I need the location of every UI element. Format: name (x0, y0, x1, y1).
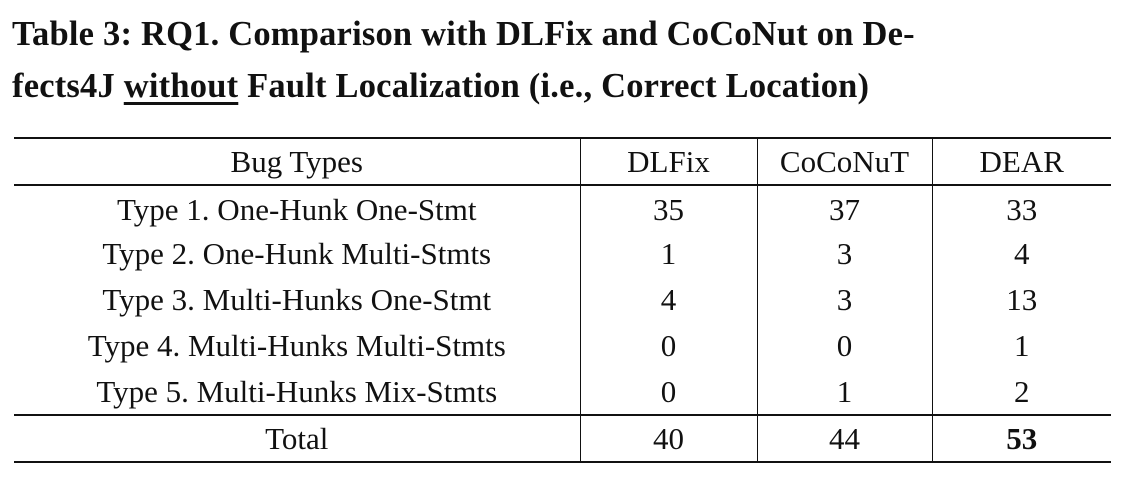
dear-cell: 13 (1006, 282, 1038, 317)
total-label: Total (14, 414, 581, 463)
caption-line-2: fects4J without Fault Localization (i.e.… (12, 60, 1117, 112)
bug-type-cell: Type 5. Multi-Hunks Mix-Stmts (14, 369, 581, 415)
dear-cell: 33 (1006, 191, 1038, 227)
header-dlfix: DLFix (580, 137, 758, 186)
bug-type-cell: Type 2. One-Hunk Multi-Stmts (14, 231, 581, 277)
total-dear: 53 (932, 414, 1111, 463)
header-coconut: CoCoNuT (757, 137, 933, 186)
table-caption: Table 3: RQ1. Comparison with DLFix and … (12, 8, 1117, 112)
results-table: Bug Types DLFix CoCoNuT DEAR Type 1. One… (14, 137, 1111, 463)
dlfix-cell: 0 (580, 369, 758, 415)
bug-type-cell: Type 1. One-Hunk One-Stmt (14, 185, 581, 231)
dear-cell: 2 (1014, 373, 1030, 409)
caption-underlined-word: without (123, 67, 239, 105)
dlfix-cell: 0 (580, 323, 758, 369)
dlfix-cell: 4 (580, 277, 758, 323)
caption-line-2-start: fects4J (12, 67, 124, 105)
coconut-cell: 3 (757, 277, 933, 323)
coconut-cell: 3 (757, 231, 933, 277)
coconut-cell: 0 (757, 323, 933, 369)
dear-cell: 1 (1014, 328, 1030, 363)
bug-type-cell: Type 4. Multi-Hunks Multi-Stmts (14, 323, 581, 369)
header-row: Bug Types DLFix CoCoNuT DEAR (14, 137, 1111, 186)
total-coconut: 44 (757, 414, 933, 463)
header-bug-types: Bug Types (14, 137, 581, 186)
table-row: Type 4. Multi-Hunks Multi-Stmts 0 0 1 (14, 323, 1111, 369)
table-row: Type 3. Multi-Hunks One-Stmt 4 3 13 (14, 277, 1111, 323)
table-row: Type 1. One-Hunk One-Stmt 35 37 33 (14, 185, 1111, 231)
table-row: Type 2. One-Hunk Multi-Stmts 1 3 4 (14, 231, 1111, 277)
coconut-cell: 37 (757, 185, 933, 231)
caption-line-2-end: Fault Localization (i.e., Correct Locati… (238, 67, 870, 105)
dear-cell: 4 (1014, 236, 1030, 271)
dlfix-cell: 35 (580, 185, 758, 231)
bug-type-cell: Type 3. Multi-Hunks One-Stmt (14, 277, 581, 323)
total-dlfix: 40 (580, 414, 758, 463)
table-row: Type 5. Multi-Hunks Mix-Stmts 0 1 2 (14, 369, 1111, 415)
header-dear: DEAR (932, 137, 1111, 186)
dlfix-cell: 1 (580, 231, 758, 277)
total-row: Total 40 44 53 (14, 414, 1111, 463)
coconut-cell: 1 (757, 369, 933, 415)
caption-line-1: Table 3: RQ1. Comparison with DLFix and … (12, 15, 915, 53)
